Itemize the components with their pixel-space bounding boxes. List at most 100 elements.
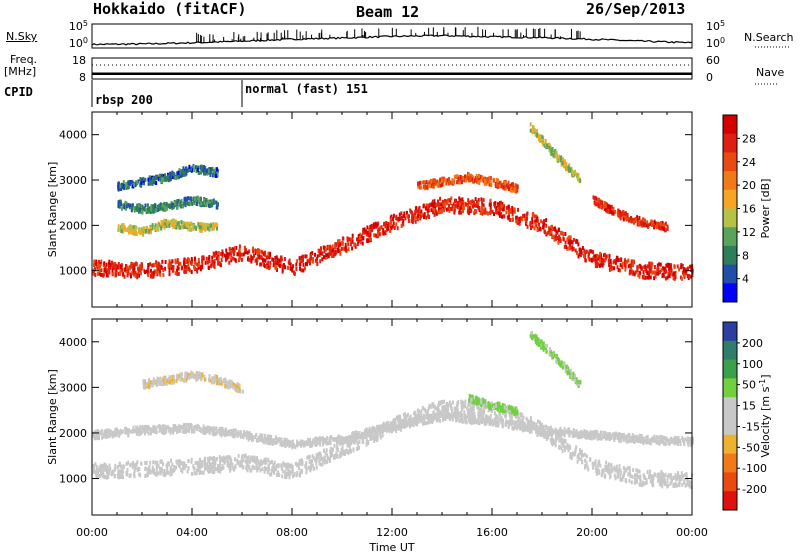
velocity-cell	[542, 433, 545, 438]
velocity-cell	[208, 459, 211, 464]
power-cell	[637, 218, 640, 223]
power-cell	[346, 238, 349, 243]
power-cell	[117, 228, 120, 232]
power-cell	[548, 148, 551, 153]
velocity-cell	[196, 460, 199, 465]
velocity-cell	[549, 425, 552, 430]
power-cell	[632, 259, 635, 264]
velocity-cell	[669, 436, 672, 441]
velocity-cell	[618, 464, 621, 469]
power-cell	[489, 204, 492, 209]
power-cell	[516, 185, 519, 190]
velocity-cell	[590, 430, 593, 435]
velocity-cell	[172, 424, 175, 428]
velocity-cell	[198, 468, 201, 472]
power-cell	[369, 228, 372, 232]
velocity-cell	[298, 466, 301, 471]
power-cell	[214, 167, 217, 172]
velocity-cell	[186, 469, 189, 474]
velocity-cell	[211, 469, 214, 474]
power-cell	[449, 180, 452, 185]
power-cell	[507, 187, 510, 191]
power-cell	[216, 202, 219, 207]
power-cell	[268, 255, 271, 259]
power-cell	[517, 207, 519, 212]
power-cell	[196, 167, 199, 172]
power-cell	[147, 263, 150, 267]
power-cell	[161, 259, 164, 264]
power-cell	[171, 205, 174, 210]
velocity-cell	[526, 418, 529, 423]
power-cell	[578, 247, 581, 252]
velocity-cell	[642, 480, 645, 485]
velocity-cell	[650, 477, 653, 482]
power-cell	[272, 257, 275, 262]
velocity-cell	[579, 448, 581, 453]
power-cell	[371, 228, 374, 233]
power-cell	[333, 252, 336, 257]
velocity-cell	[153, 468, 156, 473]
velocity-cell	[215, 457, 218, 462]
power-cell	[124, 267, 127, 272]
power-cell	[482, 178, 485, 183]
power-cell	[244, 248, 247, 252]
velocity-cell	[611, 468, 614, 473]
power-cell	[653, 276, 656, 281]
velocity-cell	[497, 423, 500, 428]
velocity-cell	[584, 452, 587, 457]
velocity-cell	[338, 454, 341, 459]
power-cell	[191, 201, 194, 206]
power-cell	[115, 263, 117, 268]
power-cell	[163, 218, 166, 223]
power-cell	[558, 234, 561, 239]
power-cell	[496, 207, 499, 212]
velocity-cell	[112, 471, 115, 476]
power-cell	[203, 203, 206, 208]
velocity-cell	[275, 467, 277, 472]
velocity-cell	[108, 463, 111, 468]
velocity-cell	[265, 460, 268, 465]
power-cell	[448, 203, 450, 208]
velocity-cell	[494, 411, 496, 416]
velocity-cell	[478, 412, 481, 417]
power-cell	[637, 221, 640, 226]
power-cell	[538, 135, 541, 140]
power-cell	[609, 265, 612, 269]
power-cell	[179, 173, 181, 178]
velocity-cell	[258, 465, 261, 470]
velocity-cell	[240, 459, 243, 464]
power-cell	[252, 246, 254, 251]
power-cell	[199, 228, 202, 233]
velocity-cell	[633, 480, 636, 485]
power-cell	[510, 182, 513, 187]
power-cell	[206, 223, 209, 228]
power-cell	[125, 201, 128, 206]
power-cell	[440, 178, 443, 183]
velocity-cell	[138, 466, 141, 471]
velocity-cell	[192, 464, 195, 469]
velocity-cell	[134, 466, 137, 470]
power-cell	[344, 246, 347, 250]
velocity-cell	[301, 460, 304, 465]
power-cell	[240, 257, 243, 262]
power-cell	[495, 182, 498, 187]
power-cell	[644, 264, 647, 269]
power-cell	[188, 268, 191, 273]
velocity-cell	[305, 468, 308, 473]
power-cell	[426, 185, 429, 190]
power-cell	[408, 214, 410, 219]
velocity-cell	[248, 465, 251, 470]
power-cell	[197, 195, 199, 200]
power-cell	[536, 216, 539, 221]
power-cell	[314, 258, 317, 263]
power-cell	[158, 269, 161, 274]
power-cell	[117, 265, 120, 270]
power-cell	[351, 233, 354, 238]
velocity-cell	[679, 475, 682, 479]
power-cell	[661, 272, 664, 277]
velocity-cell	[510, 413, 513, 418]
velocity-cell	[573, 452, 576, 457]
velocity-cell	[601, 468, 604, 473]
power-cell	[418, 212, 421, 217]
